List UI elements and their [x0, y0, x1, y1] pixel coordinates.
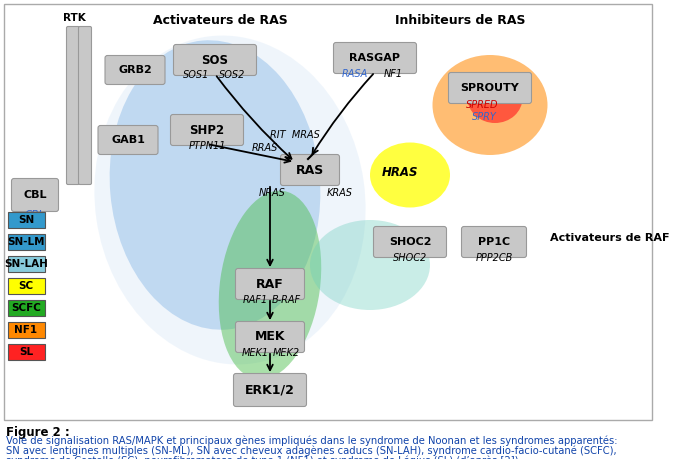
Text: Activateurs de RAS: Activateurs de RAS: [152, 14, 287, 27]
Text: Activateurs de RAF: Activateurs de RAF: [550, 233, 670, 243]
Ellipse shape: [433, 55, 547, 155]
Ellipse shape: [110, 40, 320, 330]
Text: RTK: RTK: [63, 13, 86, 23]
Text: GAB1: GAB1: [111, 135, 145, 145]
FancyBboxPatch shape: [235, 321, 305, 353]
Ellipse shape: [370, 142, 450, 207]
Text: SCFC: SCFC: [11, 303, 41, 313]
Text: SC: SC: [18, 281, 34, 291]
Text: MEK1: MEK1: [241, 348, 268, 358]
FancyBboxPatch shape: [7, 321, 44, 337]
FancyBboxPatch shape: [280, 155, 340, 185]
Text: Voie de signalisation RAS/MAPK et principaux gènes impliqués dans le syndrome de: Voie de signalisation RAS/MAPK et princi…: [6, 436, 617, 447]
Text: RASA: RASA: [342, 69, 368, 79]
Ellipse shape: [94, 35, 365, 364]
Text: SN-LM: SN-LM: [7, 237, 44, 247]
Text: SN-LAH: SN-LAH: [4, 259, 48, 269]
Text: GRB2: GRB2: [118, 65, 152, 75]
Text: syndrome de Costello (SC), neurofibromatose de type 1 (NF1) et syndrome de Légiu: syndrome de Costello (SC), neurofibromat…: [6, 456, 522, 459]
Text: NRAS: NRAS: [259, 188, 285, 198]
Text: SN avec lentigines multiples (SN-ML), SN avec cheveux adagènes caducs (SN-LAH), : SN avec lentigines multiples (SN-ML), SN…: [6, 446, 617, 457]
Text: PTPN11: PTPN11: [188, 141, 226, 151]
FancyBboxPatch shape: [7, 278, 44, 293]
FancyBboxPatch shape: [7, 234, 44, 250]
Text: SPRED: SPRED: [466, 100, 498, 110]
Text: SOS1: SOS1: [183, 70, 209, 80]
Text: SHOC2: SHOC2: [393, 253, 427, 263]
Text: SOS: SOS: [202, 54, 228, 67]
FancyBboxPatch shape: [78, 27, 92, 185]
Text: KRAS: KRAS: [327, 188, 353, 198]
FancyBboxPatch shape: [334, 43, 417, 73]
FancyBboxPatch shape: [171, 114, 243, 146]
FancyBboxPatch shape: [67, 27, 80, 185]
FancyBboxPatch shape: [11, 179, 59, 212]
Text: NF1: NF1: [384, 69, 402, 79]
Text: SPROUTY: SPROUTY: [460, 83, 520, 93]
FancyBboxPatch shape: [105, 56, 165, 84]
Text: NF1: NF1: [14, 325, 38, 335]
Text: SHP2: SHP2: [189, 123, 224, 136]
FancyBboxPatch shape: [7, 212, 44, 228]
Text: SN: SN: [18, 215, 34, 225]
FancyBboxPatch shape: [373, 226, 446, 257]
FancyBboxPatch shape: [7, 343, 44, 359]
FancyBboxPatch shape: [7, 256, 44, 272]
Text: ERK1/2: ERK1/2: [245, 384, 295, 397]
Text: RAF: RAF: [256, 278, 284, 291]
FancyBboxPatch shape: [98, 125, 158, 155]
Text: RRAS: RRAS: [252, 143, 278, 153]
Text: CBL: CBL: [23, 190, 47, 200]
Text: SHOC2: SHOC2: [389, 237, 431, 247]
Text: PP1C: PP1C: [478, 237, 510, 247]
Text: SPRY: SPRY: [472, 112, 497, 122]
FancyBboxPatch shape: [173, 45, 257, 75]
Text: PPP2CB: PPP2CB: [475, 253, 513, 263]
Text: Inhibiteurs de RAS: Inhibiteurs de RAS: [395, 14, 525, 27]
Text: MEK2: MEK2: [272, 348, 299, 358]
Ellipse shape: [310, 220, 430, 310]
FancyBboxPatch shape: [235, 269, 305, 300]
Text: SL: SL: [19, 347, 33, 357]
FancyBboxPatch shape: [7, 300, 44, 315]
FancyBboxPatch shape: [462, 226, 526, 257]
FancyBboxPatch shape: [448, 73, 532, 103]
Text: HRAS: HRAS: [381, 166, 419, 179]
Text: RASGAP: RASGAP: [350, 53, 400, 63]
Text: B-RAF: B-RAF: [272, 295, 301, 305]
Text: RAS: RAS: [296, 163, 324, 177]
Text: Figure 2 :: Figure 2 :: [6, 426, 69, 439]
Text: RIT  MRAS: RIT MRAS: [270, 130, 320, 140]
Text: RAF1: RAF1: [243, 295, 268, 305]
Text: MEK: MEK: [255, 330, 285, 343]
Ellipse shape: [468, 73, 522, 123]
Text: CBL: CBL: [25, 210, 45, 220]
Text: SOS2: SOS2: [219, 70, 245, 80]
FancyBboxPatch shape: [233, 374, 307, 407]
Ellipse shape: [219, 190, 321, 379]
